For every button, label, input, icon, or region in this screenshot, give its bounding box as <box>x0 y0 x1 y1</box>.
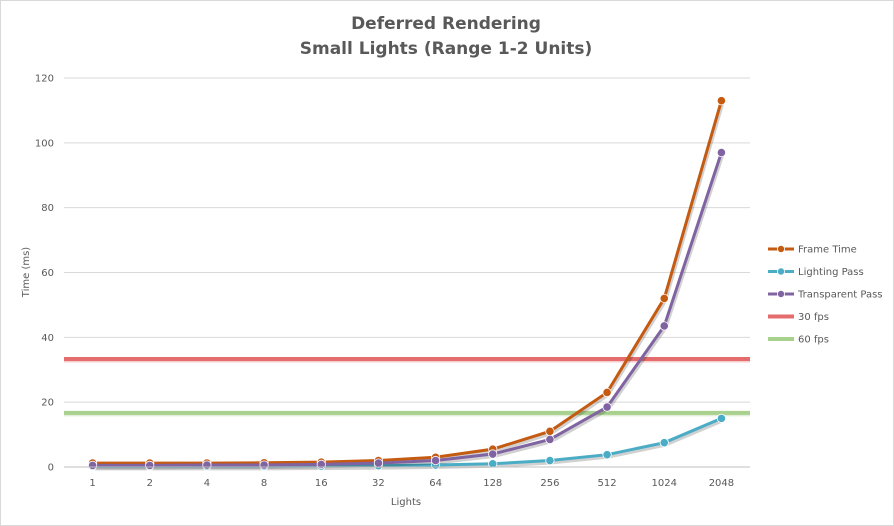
legend-marker <box>777 244 786 253</box>
y-tick-label: 120 <box>35 74 54 85</box>
data-point <box>545 434 555 445</box>
data-point <box>602 387 612 398</box>
series-line-shadow <box>93 102 725 468</box>
data-point <box>716 413 727 423</box>
y-tick-label: 40 <box>41 333 54 344</box>
x-tick-label: 2048 <box>709 478 734 489</box>
data-point <box>87 460 98 470</box>
series-line-shadow <box>93 153 725 470</box>
x-tick-label: 1024 <box>652 478 677 489</box>
data-point <box>659 438 669 448</box>
x-tick-label: 4 <box>204 478 210 489</box>
y-tick-label: 20 <box>41 398 54 409</box>
chart-title-line-1: Deferred Rendering <box>351 14 541 34</box>
data-point <box>716 147 727 158</box>
axes: 0 20 40 60 80 100 120 1 2 4 8 16 32 64 128 256 512 1024 20… <box>35 74 750 489</box>
legend-marker <box>777 267 786 276</box>
data-point <box>659 293 669 304</box>
series-line <box>92 152 723 467</box>
x-tick-label: 256 <box>540 478 559 489</box>
x-tick-label: 16 <box>315 478 328 489</box>
data-point <box>145 460 155 470</box>
legend: Frame Time Lighting Pass Transparent Pass 3… <box>768 245 883 346</box>
data-point <box>602 450 612 460</box>
legend-label: Transparent Pass <box>797 290 883 301</box>
legend-label: Lighting Pass <box>798 267 864 278</box>
reference-lines <box>64 357 750 417</box>
data-point <box>659 321 669 331</box>
y-axis-label: Time (ms) <box>21 247 32 299</box>
series-line <box>92 100 723 465</box>
x-tick-label: 64 <box>429 478 442 489</box>
chart-title-line-2: Small Lights (Range 1-2 Units) <box>300 39 593 59</box>
data-point <box>545 426 555 436</box>
data-point <box>488 449 498 459</box>
data-point <box>202 460 212 470</box>
y-tick-label: 60 <box>41 268 54 279</box>
y-tick-label: 100 <box>35 138 54 149</box>
x-axis-label: Lights <box>391 497 421 508</box>
legend-label: 30 fps <box>798 312 829 323</box>
legend-label: 60 fps <box>798 335 829 346</box>
y-tick-label: 80 <box>41 203 54 214</box>
y-tick-label: 0 <box>48 463 54 474</box>
x-tick-label: 2 <box>147 478 153 489</box>
x-tick-label: 512 <box>598 478 617 489</box>
legend-label: Frame Time <box>798 245 857 256</box>
data-point <box>430 455 441 466</box>
data-point <box>602 402 612 412</box>
x-tick-label: 1 <box>89 478 95 489</box>
legend-marker <box>777 289 786 298</box>
data-point <box>545 455 555 466</box>
data-point <box>488 459 498 469</box>
x-tick-label: 32 <box>372 478 385 489</box>
x-tick-label: 8 <box>261 478 267 489</box>
x-tick-label: 128 <box>483 478 502 489</box>
gridlines <box>64 77 750 468</box>
data-point <box>259 460 269 470</box>
data-point <box>716 96 727 106</box>
data-point <box>373 458 384 468</box>
